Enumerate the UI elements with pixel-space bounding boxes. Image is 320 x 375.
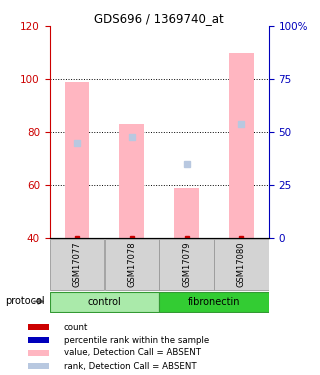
Bar bbox=[28, 363, 49, 369]
Bar bbox=[159, 291, 268, 312]
Bar bbox=[105, 238, 159, 290]
Text: count: count bbox=[64, 323, 88, 332]
Text: fibronectin: fibronectin bbox=[188, 297, 240, 307]
Title: GDS696 / 1369740_at: GDS696 / 1369740_at bbox=[94, 12, 224, 25]
Bar bbox=[50, 291, 159, 312]
Text: GSM17078: GSM17078 bbox=[127, 242, 136, 287]
Text: GSM17079: GSM17079 bbox=[182, 242, 191, 287]
Bar bbox=[174, 188, 199, 238]
Text: protocol: protocol bbox=[5, 297, 44, 306]
Text: GSM17077: GSM17077 bbox=[73, 242, 82, 287]
Bar bbox=[28, 350, 49, 356]
Bar bbox=[65, 82, 89, 238]
Text: control: control bbox=[88, 297, 121, 307]
Text: rank, Detection Call = ABSENT: rank, Detection Call = ABSENT bbox=[64, 362, 196, 371]
Text: value, Detection Call = ABSENT: value, Detection Call = ABSENT bbox=[64, 348, 201, 357]
Bar bbox=[28, 337, 49, 343]
Text: GSM17080: GSM17080 bbox=[237, 242, 246, 287]
Bar bbox=[159, 238, 214, 290]
Bar bbox=[229, 53, 254, 238]
Bar bbox=[28, 324, 49, 330]
Bar bbox=[119, 124, 144, 238]
Bar bbox=[50, 238, 104, 290]
Text: percentile rank within the sample: percentile rank within the sample bbox=[64, 336, 209, 345]
Bar bbox=[214, 238, 268, 290]
